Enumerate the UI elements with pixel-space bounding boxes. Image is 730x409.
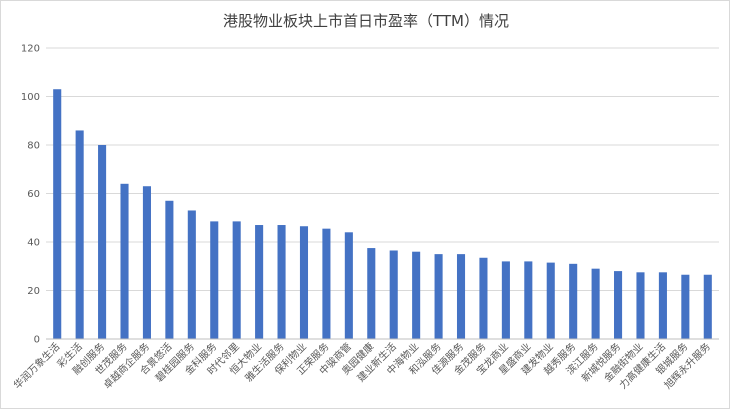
y-tick-label: 100 [21,92,40,103]
bar [210,221,219,339]
bar [367,248,376,339]
bar [98,145,107,339]
bar [479,257,488,339]
bar [524,261,533,339]
bar [703,274,712,339]
bar [187,210,196,339]
bar [456,254,466,339]
bar [165,200,174,339]
x-tick-label: 华润万象生活 [11,340,63,392]
y-axis-ticks: 0 20 40 60 80 100 120 [21,44,40,346]
y-tick-label: 40 [27,238,40,249]
bar [232,221,241,339]
bar [277,225,286,339]
bar [591,268,600,339]
bar [142,186,151,339]
y-tick-label: 120 [21,44,40,55]
y-tick-label: 80 [27,141,40,152]
bar [434,254,443,339]
bar [322,228,331,339]
y-tick-label: 20 [27,286,40,297]
bar [120,183,129,339]
bar [546,262,555,339]
grid-lines [46,47,719,291]
bar [344,232,353,339]
y-tick-label: 0 [34,335,40,346]
chart-title: 港股物业板块上市首日市盈率（TTM）情况 [222,12,509,30]
bar [389,250,398,339]
bar [501,261,510,339]
bar [255,225,264,339]
bar [636,272,645,339]
bar [614,271,623,339]
y-tick-label: 60 [27,189,40,200]
bar [53,89,62,339]
bar [412,251,421,339]
bar [299,226,309,339]
bars [53,89,712,339]
bar [75,130,84,339]
x-axis-ticks: 华润万象生活彩生活融创服务世茂服务卓越商企服务合景悠活碧桂园服务金科服务时代邻里… [11,340,713,392]
bar [681,274,690,339]
bar [569,263,578,339]
bar [658,272,667,339]
